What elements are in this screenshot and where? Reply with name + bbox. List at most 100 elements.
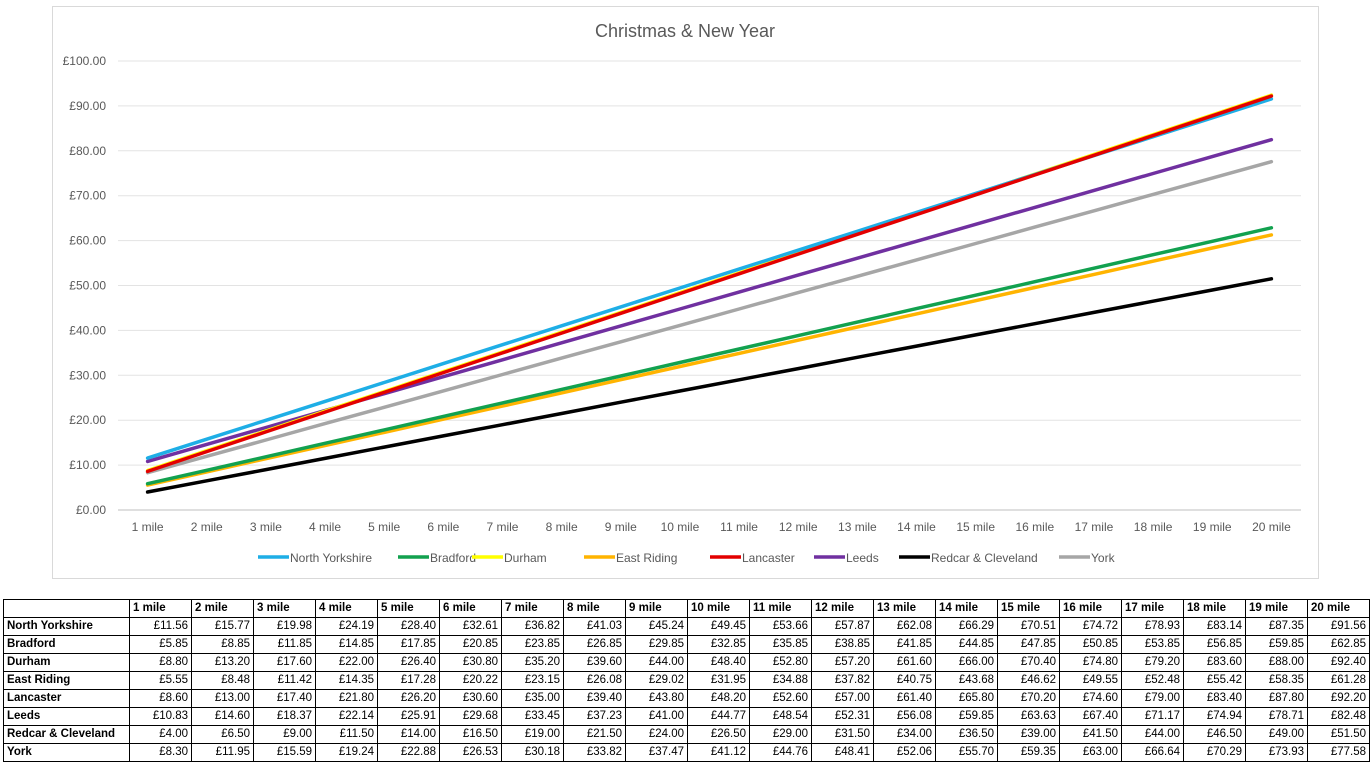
table-cell: £22.88 xyxy=(377,743,440,762)
table-cell: £73.93 xyxy=(1245,743,1308,762)
table-column-header: 14 mile xyxy=(935,599,998,618)
table-cell: £46.50 xyxy=(1183,725,1246,744)
table-column-header: 2 mile xyxy=(191,599,254,618)
table-cell: £33.45 xyxy=(501,707,564,726)
table-cell: £78.71 xyxy=(1245,707,1308,726)
x-tick-label: 18 mile xyxy=(1134,520,1173,534)
table-cell: £79.20 xyxy=(1121,653,1184,672)
table-column-header: 20 mile xyxy=(1307,599,1370,618)
table-cell: £14.35 xyxy=(315,671,378,690)
table-cell: £43.68 xyxy=(935,671,998,690)
table-cell: £52.31 xyxy=(811,707,874,726)
table-cell: £58.35 xyxy=(1245,671,1308,690)
table-cell: £46.62 xyxy=(997,671,1060,690)
table-cell: £37.47 xyxy=(625,743,688,762)
x-tick-label: 17 mile xyxy=(1075,520,1114,534)
table-cell: £70.51 xyxy=(997,617,1060,636)
x-tick-label: 11 mile xyxy=(720,520,758,534)
x-tick-label: 12 mile xyxy=(779,520,818,534)
table-cell: £66.29 xyxy=(935,617,998,636)
legend-label: Redcar & Cleveland xyxy=(931,551,1038,565)
table-cell: £14.85 xyxy=(315,635,378,654)
series-line xyxy=(145,277,1274,494)
table-cell: £49.55 xyxy=(1059,671,1122,690)
table-column-header: 10 mile xyxy=(687,599,750,618)
data-table: 1 mile 2 mile 3 mile 4 mile 5 mile 6 mile 7 mi… xyxy=(3,599,1370,762)
y-tick-label: £10.00 xyxy=(69,458,106,472)
table-cell: £11.50 xyxy=(315,725,378,744)
table-cell: £56.85 xyxy=(1183,635,1246,654)
table-cell: £29.85 xyxy=(625,635,688,654)
table-row: Redcar & Cleveland £4.00 £6.50 £9.00 £11.50 £… xyxy=(3,725,1370,744)
table-cell: £57.20 xyxy=(811,653,874,672)
table-cell: £33.82 xyxy=(563,743,626,762)
table-cell: £4.00 xyxy=(129,725,192,744)
table-row-label: East Riding xyxy=(3,671,130,690)
table-column-header: 11 mile xyxy=(749,599,812,618)
x-tick-label: 14 mile xyxy=(897,520,936,534)
table-cell: £39.00 xyxy=(997,725,1060,744)
table-cell: £8.30 xyxy=(129,743,192,762)
series-line xyxy=(145,226,1274,486)
legend-label: Lancaster xyxy=(742,551,795,565)
table-cell: £26.40 xyxy=(377,653,440,672)
table-cell: £21.80 xyxy=(315,689,378,708)
table-cell: £92.20 xyxy=(1307,689,1370,708)
table-cell: £25.91 xyxy=(377,707,440,726)
table-cell: £38.85 xyxy=(811,635,874,654)
table-cell: £19.98 xyxy=(253,617,316,636)
table-row-label: Lancaster xyxy=(3,689,130,708)
table-cell: £61.40 xyxy=(873,689,936,708)
table-cell: £88.00 xyxy=(1245,653,1308,672)
y-tick-label: £70.00 xyxy=(69,189,106,203)
x-tick-label: 8 mile xyxy=(546,520,578,534)
chart-title: Christmas & New Year xyxy=(595,21,775,41)
table-row-label: Durham xyxy=(3,653,130,672)
table-cell: £63.00 xyxy=(1059,743,1122,762)
table-cell: £48.40 xyxy=(687,653,750,672)
table-cell: £22.00 xyxy=(315,653,378,672)
y-tick-label: £60.00 xyxy=(69,234,106,248)
table-cell: £55.42 xyxy=(1183,671,1246,690)
table-cell: £35.00 xyxy=(501,689,564,708)
table-column-header: 9 mile xyxy=(625,599,688,618)
legend-label: Leeds xyxy=(846,551,879,565)
table-cell: £47.85 xyxy=(997,635,1060,654)
table-cell: £44.00 xyxy=(1121,725,1184,744)
table-column-header: 15 mile xyxy=(997,599,1060,618)
table-column-header: 3 mile xyxy=(253,599,316,618)
table-cell: £6.50 xyxy=(191,725,254,744)
legend-label: Durham xyxy=(504,551,547,565)
table-cell: £71.17 xyxy=(1121,707,1184,726)
table-cell: £48.20 xyxy=(687,689,750,708)
table-cell: £24.19 xyxy=(315,617,378,636)
table-row: Lancaster £8.60 £13.00 £17.40 £21.80 £26.20 £3… xyxy=(3,689,1370,708)
table-cell: £8.60 xyxy=(129,689,192,708)
table-row-label: North Yorkshire xyxy=(3,617,130,636)
y-tick-label: £80.00 xyxy=(69,144,106,158)
series-line xyxy=(145,233,1274,487)
series-line xyxy=(145,159,1274,475)
table-cell: £32.61 xyxy=(439,617,502,636)
table-cell: £26.85 xyxy=(563,635,626,654)
table-cell: £87.35 xyxy=(1245,617,1308,636)
x-tick-label: 1 mile xyxy=(132,520,164,534)
table-cell: £17.40 xyxy=(253,689,316,708)
table-row: York £8.30 £11.95 £15.59 £19.24 £22.88 £26.53 £… xyxy=(3,743,1370,762)
table-column-header: 7 mile xyxy=(501,599,564,618)
y-tick-label: £20.00 xyxy=(69,413,106,427)
table-row-label: Leeds xyxy=(3,707,130,726)
table-cell: £44.77 xyxy=(687,707,750,726)
table-cell: £51.50 xyxy=(1307,725,1370,744)
table-cell: £49.00 xyxy=(1245,725,1308,744)
table-cell: £21.50 xyxy=(563,725,626,744)
table-cell: £11.85 xyxy=(253,635,316,654)
table-cell: £79.00 xyxy=(1121,689,1184,708)
table-cell: £70.40 xyxy=(997,653,1060,672)
table-cell: £53.85 xyxy=(1121,635,1184,654)
table-cell: £61.28 xyxy=(1307,671,1370,690)
table-cell: £29.00 xyxy=(749,725,812,744)
table-cell: £8.80 xyxy=(129,653,192,672)
table-cell: £26.50 xyxy=(687,725,750,744)
table-cell: £66.00 xyxy=(935,653,998,672)
